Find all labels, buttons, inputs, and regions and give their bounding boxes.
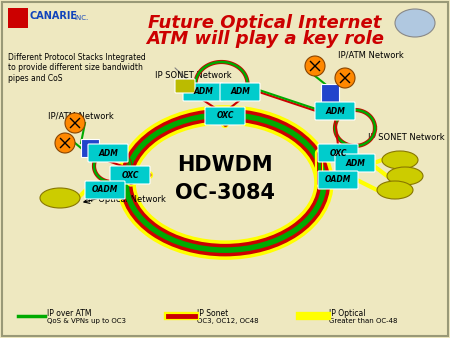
Text: OXC: OXC [329, 148, 347, 158]
Text: ADM: ADM [325, 106, 345, 116]
Text: ADM: ADM [98, 148, 118, 158]
FancyBboxPatch shape [85, 181, 125, 199]
Text: IP Optical: IP Optical [329, 309, 365, 317]
Text: ATM will play a key role: ATM will play a key role [146, 30, 384, 48]
Text: CANARIE: CANARIE [30, 11, 78, 21]
Ellipse shape [382, 151, 418, 169]
Text: IP over ATM: IP over ATM [47, 309, 91, 317]
Circle shape [335, 68, 355, 88]
Text: IP Optical Network: IP Optical Network [88, 195, 166, 204]
Text: IP/ATM Network: IP/ATM Network [48, 112, 114, 121]
Circle shape [305, 56, 325, 76]
Text: ADM: ADM [193, 88, 213, 97]
Text: IP/ATM Network: IP/ATM Network [338, 50, 404, 59]
FancyBboxPatch shape [335, 154, 375, 172]
Text: Greater than OC-48: Greater than OC-48 [329, 318, 397, 324]
Text: Different Protocol Stacks Integrated
to provide different size bandwidth
pipes a: Different Protocol Stacks Integrated to … [8, 53, 146, 83]
Text: QoS & VPNs up to OC3: QoS & VPNs up to OC3 [47, 318, 126, 324]
Text: OADM: OADM [92, 186, 118, 194]
Text: ADM: ADM [345, 159, 365, 168]
FancyBboxPatch shape [220, 83, 260, 101]
FancyBboxPatch shape [88, 144, 128, 162]
Circle shape [55, 133, 75, 153]
FancyBboxPatch shape [315, 102, 355, 120]
Ellipse shape [40, 188, 80, 208]
FancyBboxPatch shape [321, 84, 339, 102]
Text: ADM: ADM [230, 88, 250, 97]
Text: IP SONET Network: IP SONET Network [368, 134, 445, 143]
FancyBboxPatch shape [205, 107, 245, 125]
FancyBboxPatch shape [110, 166, 150, 184]
FancyBboxPatch shape [183, 83, 223, 101]
Text: OC3, OC12, OC48: OC3, OC12, OC48 [197, 318, 259, 324]
FancyBboxPatch shape [81, 139, 99, 157]
FancyBboxPatch shape [318, 171, 358, 189]
FancyBboxPatch shape [175, 79, 195, 93]
Text: OXC: OXC [121, 170, 139, 179]
Ellipse shape [387, 167, 423, 185]
Text: OC-3084: OC-3084 [175, 183, 275, 202]
Circle shape [65, 113, 85, 133]
FancyBboxPatch shape [8, 8, 28, 28]
Text: HDWDM: HDWDM [177, 154, 273, 174]
FancyBboxPatch shape [318, 144, 358, 162]
Text: OADM: OADM [325, 175, 351, 185]
Ellipse shape [377, 181, 413, 199]
Text: IP SONET Network: IP SONET Network [155, 71, 232, 79]
Ellipse shape [395, 9, 435, 37]
Text: INC.: INC. [74, 15, 88, 21]
Text: OXC: OXC [216, 112, 234, 121]
Text: Future Optical Internet: Future Optical Internet [148, 14, 382, 32]
Text: IP Sonet: IP Sonet [197, 309, 228, 317]
